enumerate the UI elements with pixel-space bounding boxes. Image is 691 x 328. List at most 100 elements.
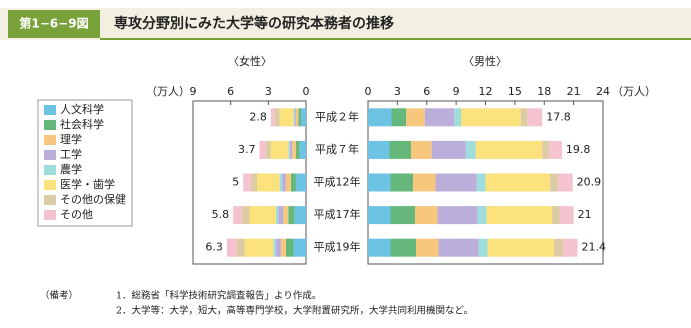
bar-segment (406, 108, 425, 127)
bar-segment (368, 238, 391, 257)
x-tick-label: 12 (479, 85, 493, 98)
bar-segment (285, 173, 291, 192)
bar-segment (475, 140, 543, 159)
bar-segment (527, 108, 543, 127)
bar-segment (368, 140, 390, 159)
bar-segment (270, 140, 289, 159)
bar-segment (294, 108, 296, 127)
bar-segment (554, 238, 563, 257)
x-tick-label: 6 (423, 85, 430, 98)
bar-segment (288, 140, 290, 159)
x-tick-label: 18 (537, 85, 551, 98)
bar-segment (415, 206, 438, 225)
bar-segment (288, 206, 295, 225)
legend-swatch (44, 120, 56, 130)
category-label: 平成19年 (314, 240, 361, 254)
bar-segment (293, 108, 295, 127)
bar-segment (226, 238, 237, 257)
bar-segment (559, 206, 574, 225)
total-label: 21.4 (582, 241, 607, 254)
figure-label-box (8, 10, 100, 38)
legend-label: 工学 (60, 147, 82, 161)
legend-label: その他 (60, 208, 93, 221)
x-tick-label: 6 (227, 85, 234, 98)
bar-segment (283, 206, 289, 225)
bar-segment (233, 206, 242, 225)
bar-segment (275, 238, 281, 257)
bar-segment (265, 140, 271, 159)
legend-label: 理学 (60, 132, 82, 146)
bar-segment (368, 108, 392, 127)
bar-segment (274, 108, 280, 127)
category-label: 平成２年 (315, 109, 359, 123)
header-band (0, 8, 691, 40)
category-label: 平成７年 (315, 142, 359, 156)
bar-segment (243, 173, 251, 192)
bar-segment (241, 206, 250, 225)
bar-segment (279, 108, 294, 127)
unit-label: （万人） (146, 85, 190, 98)
bar-segment (279, 173, 283, 192)
bar-segment (293, 238, 306, 257)
bar-segment (278, 206, 284, 225)
bar-segment (415, 238, 439, 257)
bar-segment (431, 140, 466, 159)
x-tick-label: 24 (596, 85, 610, 98)
legend-swatch (44, 180, 56, 190)
bar-segment (294, 206, 306, 225)
bar-segment (550, 173, 558, 192)
bar-segment (275, 206, 279, 225)
bar-segment (250, 173, 258, 192)
bar-segment (300, 108, 306, 127)
bar-segment (259, 140, 266, 159)
x-tick-label: 0 (303, 85, 310, 98)
bar-segment (289, 140, 293, 159)
x-tick-label: 9 (453, 85, 460, 98)
bar-segment (542, 140, 550, 159)
bar-segment (282, 173, 286, 192)
total-label: 5.8 (212, 208, 230, 221)
unit-label: （万人） (612, 85, 656, 98)
bar-segment (549, 140, 562, 159)
legend-label: 社会科学 (60, 117, 104, 131)
x-tick-label: 0 (365, 85, 372, 98)
bar-segment (290, 173, 296, 192)
bar-segment (557, 173, 573, 192)
legend-label: 医学・歯学 (60, 177, 115, 191)
legend-swatch (44, 105, 56, 115)
bar-segment (244, 238, 274, 257)
total-label: 2.8 (249, 110, 267, 123)
bar-segment (454, 108, 462, 127)
figure-label: 第1−6−9図 (19, 16, 88, 31)
bar-segment (280, 238, 286, 257)
bar-segment (424, 108, 455, 127)
x-tick-label: 9 (190, 85, 197, 98)
note: 2．大学等：大学，短大，高等専門学校，大学附置研究所，大学共同利用機関など。 (116, 305, 473, 317)
bar-segment (368, 173, 391, 192)
bar-segment (285, 238, 294, 257)
bar-segment (411, 140, 432, 159)
legend-swatch (44, 195, 56, 205)
bar-segment (476, 173, 486, 192)
total-label: 6.3 (205, 241, 223, 254)
category-label: 平成12年 (314, 175, 361, 189)
bar-segment (257, 173, 280, 192)
bar-segment (295, 173, 306, 192)
total-label: 19.8 (566, 143, 591, 156)
bar-segment (437, 206, 478, 225)
bar-segment (487, 238, 555, 257)
male-label: 〈男性〉 (463, 54, 507, 68)
bar-segment (270, 108, 275, 127)
bar-segment (438, 238, 479, 257)
category-label: 平成17年 (314, 207, 361, 221)
bar-segment (478, 238, 488, 257)
legend-label: 農学 (60, 162, 82, 176)
x-tick-label: 15 (508, 85, 522, 98)
bar-segment (390, 238, 416, 257)
bar-segment (435, 173, 477, 192)
total-label: 17.8 (546, 110, 571, 123)
note-heading: （備考） (40, 290, 78, 302)
bar-segment (299, 140, 306, 159)
legend-swatch (44, 165, 56, 175)
